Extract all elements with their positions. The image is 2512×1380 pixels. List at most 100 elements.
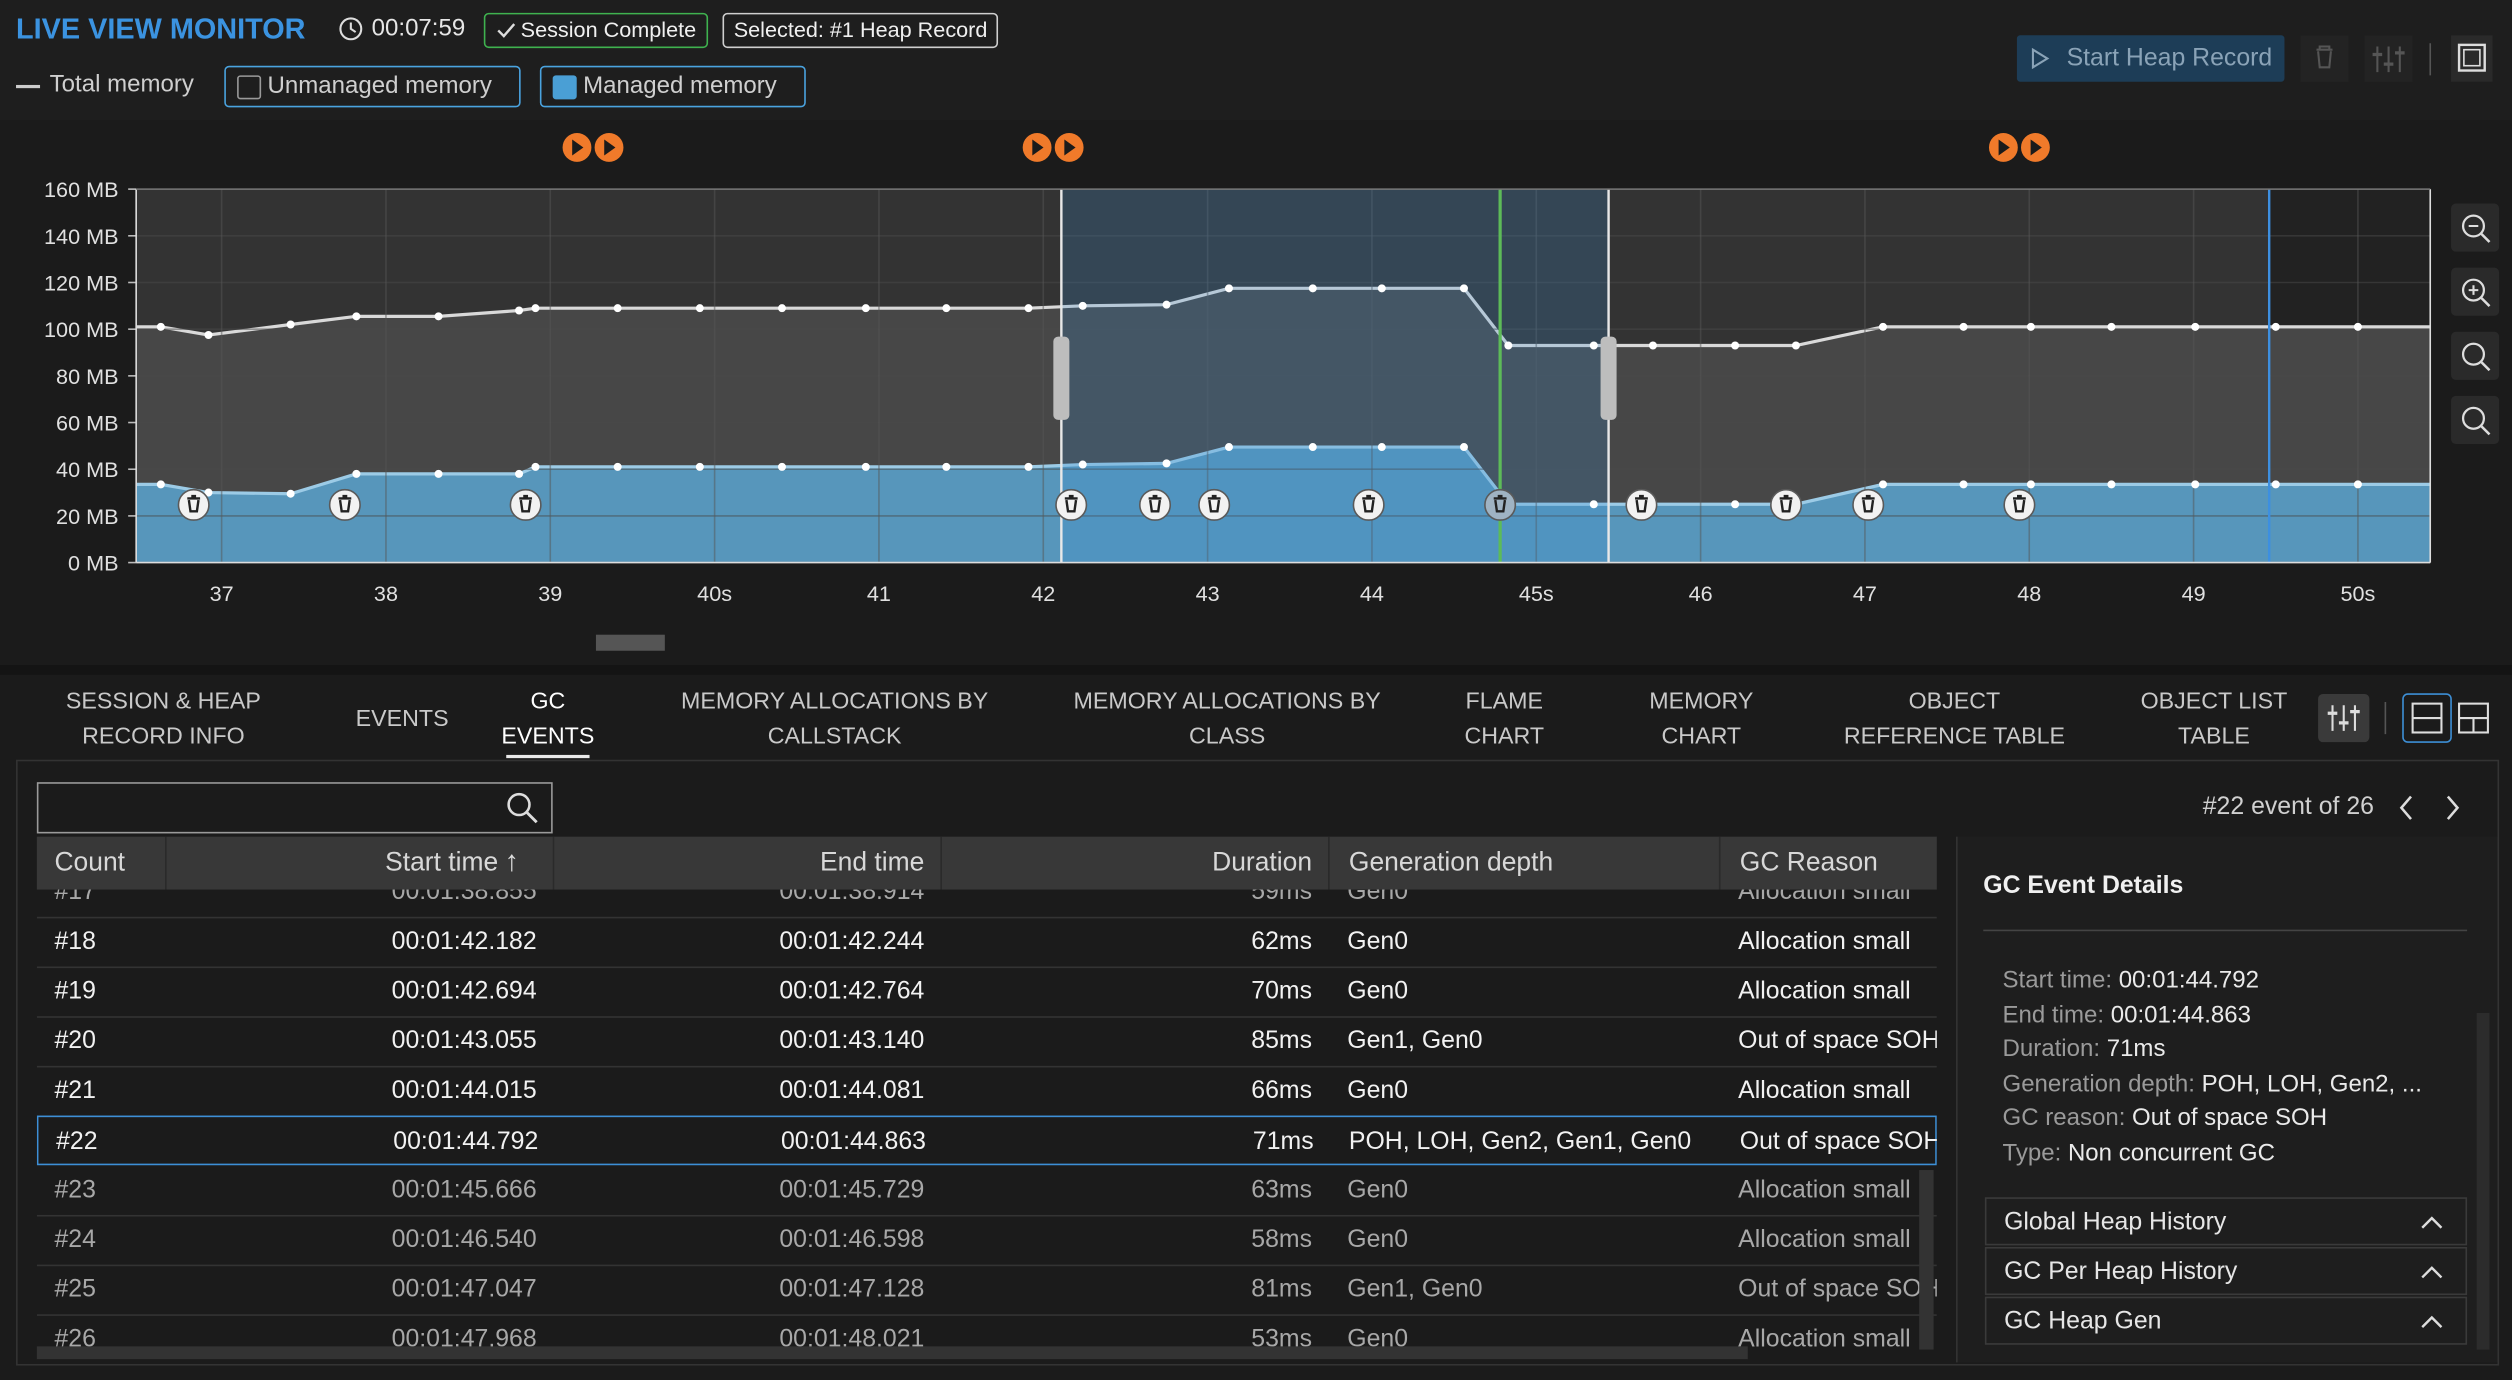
next-button[interactable] bbox=[2448, 797, 2458, 819]
detail-field: Duration: 71ms bbox=[2003, 1036, 2166, 1063]
gc-event-icon[interactable] bbox=[1626, 490, 1656, 520]
reset-zoom-button[interactable] bbox=[2451, 396, 2499, 444]
zoom-out-button[interactable] bbox=[2451, 204, 2499, 252]
columns-button[interactable] bbox=[2318, 694, 2369, 742]
zoom-selection-button[interactable] bbox=[2451, 332, 2499, 380]
tab[interactable]: MEMORY ALLOCATIONS BY CLASS bbox=[1064, 684, 1391, 755]
column-header[interactable]: Duration bbox=[940, 837, 1328, 890]
data-point bbox=[862, 463, 870, 471]
zoom-in-button[interactable] bbox=[2451, 268, 2499, 316]
detail-field: Type: Non concurrent GC bbox=[2003, 1140, 2275, 1167]
table-row[interactable]: #2100:01:44.01500:01:44.08166msGen0Alloc… bbox=[37, 1066, 1937, 1117]
data-point bbox=[2027, 480, 2035, 488]
tab[interactable]: OBJECT LIST TABLE bbox=[2134, 684, 2294, 755]
tab[interactable]: EVENTS bbox=[352, 684, 451, 755]
table-cell: 00:01:45.666 bbox=[165, 1165, 553, 1215]
gc-event-icon[interactable] bbox=[1853, 490, 1883, 520]
prev-button[interactable] bbox=[2401, 797, 2411, 819]
table-cell: Gen0 bbox=[1328, 917, 1719, 967]
data-point bbox=[2107, 480, 2115, 488]
tab[interactable]: GC EVENTS bbox=[505, 684, 592, 755]
table-cell: #17 bbox=[37, 890, 165, 917]
data-point bbox=[435, 312, 443, 320]
selection-handle[interactable] bbox=[1053, 337, 1069, 420]
table-cell: POH, LOH, Gen2, Gen1, Gen0 bbox=[1330, 1117, 1721, 1167]
layout-vertical-button[interactable] bbox=[2459, 704, 2488, 733]
field-value: 00:01:44.863 bbox=[2111, 1001, 2251, 1028]
table-cell: 71ms bbox=[942, 1117, 1330, 1167]
table-cell: 59ms bbox=[940, 890, 1328, 917]
data-point bbox=[1225, 284, 1233, 292]
gc-event-icon[interactable] bbox=[510, 490, 540, 520]
range-scroll-thumb[interactable] bbox=[596, 635, 665, 651]
table-row[interactable]: #1800:01:42.18200:01:42.24462msGen0Alloc… bbox=[37, 917, 1937, 968]
chevron-up bbox=[2421, 1314, 2443, 1330]
data-point bbox=[1309, 284, 1317, 292]
table-cell: Gen0 bbox=[1328, 1165, 1719, 1215]
data-point bbox=[1731, 342, 1739, 350]
tab[interactable]: MEMORY ALLOCATIONS BY CALLSTACK bbox=[673, 684, 997, 755]
table-row[interactable]: #2000:01:43.05500:01:43.14085msGen1, Gen… bbox=[37, 1016, 1937, 1067]
data-point bbox=[157, 323, 165, 331]
table-row[interactable]: #2200:01:44.79200:01:44.86371msPOH, LOH,… bbox=[37, 1116, 1937, 1166]
gc-event-icon[interactable] bbox=[1771, 490, 1801, 520]
search-box[interactable] bbox=[37, 782, 553, 833]
accordion-header[interactable]: GC Per Heap History bbox=[1985, 1247, 2467, 1295]
x-tick-label: 40s bbox=[697, 581, 732, 606]
table-row[interactable]: #2500:01:47.04700:01:47.12881msGen1, Gen… bbox=[37, 1265, 1937, 1316]
table-cell: 00:01:44.081 bbox=[553, 1066, 941, 1116]
data-point bbox=[1460, 284, 1468, 292]
gc-event-icon[interactable] bbox=[1140, 490, 1170, 520]
table-row[interactable]: #2400:01:46.54000:01:46.59858msGen0Alloc… bbox=[37, 1215, 1937, 1266]
table-cell: 00:01:42.764 bbox=[553, 966, 941, 1016]
y-tick-label: 100 MB bbox=[44, 317, 119, 342]
x-tick-label: 38 bbox=[374, 581, 398, 606]
tab[interactable]: OBJECT REFERENCE TABLE bbox=[1834, 684, 2074, 755]
table-row[interactable]: #1900:01:42.69400:01:42.76470msGen0Alloc… bbox=[37, 966, 1937, 1017]
table-row[interactable]: #1700:01:38.85500:01:38.91459msGen0Alloc… bbox=[37, 890, 1937, 919]
data-point bbox=[2107, 323, 2115, 331]
table-row[interactable]: #2300:01:45.66600:01:45.72963msGen0Alloc… bbox=[37, 1165, 1937, 1216]
tab-underline bbox=[506, 755, 589, 758]
accordion-header[interactable]: Global Heap History bbox=[1985, 1197, 2467, 1245]
column-header[interactable]: Generation depth bbox=[1328, 837, 1719, 890]
table-cell: #18 bbox=[37, 917, 165, 967]
field-label: Type: bbox=[2003, 1140, 2062, 1167]
column-header[interactable]: Start time bbox=[165, 837, 553, 890]
gc-event-icon[interactable] bbox=[1485, 490, 1515, 520]
layout-horizontal-button[interactable] bbox=[2403, 694, 2451, 742]
data-point bbox=[1590, 500, 1598, 508]
table-cell: #20 bbox=[37, 1016, 165, 1066]
data-point bbox=[1879, 480, 1887, 488]
data-point bbox=[1079, 461, 1087, 469]
h-scrollbar[interactable] bbox=[37, 1346, 1748, 1359]
gc-event-icon[interactable] bbox=[1199, 490, 1229, 520]
data-point bbox=[1079, 302, 1087, 310]
gc-event-icon[interactable] bbox=[178, 490, 208, 520]
table-cell: 00:01:45.729 bbox=[553, 1165, 941, 1215]
gc-event-icon[interactable] bbox=[2004, 490, 2034, 520]
detail-field: GC reason: Out of space SOH bbox=[2003, 1105, 2328, 1132]
column-header[interactable]: GC Reason bbox=[1719, 837, 1943, 890]
column-header[interactable]: End time bbox=[553, 837, 941, 890]
gc-event-icon[interactable] bbox=[1353, 490, 1383, 520]
splitter[interactable] bbox=[0, 665, 2512, 675]
details-scrollbar[interactable] bbox=[2477, 1013, 2490, 1350]
gc-event-icon[interactable] bbox=[1056, 490, 1086, 520]
accordion-header[interactable]: GC Heap Gen bbox=[1985, 1297, 2467, 1345]
tab[interactable]: SESSION & HEAP RECORD INFO bbox=[19, 684, 307, 755]
scrollbar[interactable] bbox=[1919, 1170, 1933, 1350]
pager-arrows bbox=[2390, 793, 2467, 822]
data-point bbox=[204, 331, 212, 339]
tab[interactable]: MEMORY CHART bbox=[1634, 684, 1769, 755]
table-cell: 00:01:44.015 bbox=[165, 1066, 553, 1116]
data-point bbox=[1649, 342, 1657, 350]
selection-handle[interactable] bbox=[1601, 337, 1617, 420]
y-tick-label: 20 MB bbox=[56, 504, 118, 529]
field-value: 00:01:44.792 bbox=[2119, 966, 2259, 993]
gc-event-icon[interactable] bbox=[330, 490, 360, 520]
column-header[interactable]: Count bbox=[37, 837, 165, 890]
tab[interactable]: FLAME CHART bbox=[1448, 684, 1560, 755]
memory-chart: 0 MB20 MB40 MB60 MB80 MB100 MB120 MB140 … bbox=[0, 0, 2512, 665]
